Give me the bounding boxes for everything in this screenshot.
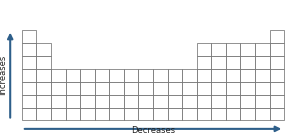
Bar [22, 30, 36, 43]
Bar [241, 43, 255, 56]
Bar [95, 95, 109, 107]
Bar [211, 56, 226, 69]
Bar [109, 107, 124, 120]
Bar [241, 69, 255, 82]
Bar [270, 82, 284, 95]
Bar [226, 69, 241, 82]
Bar [36, 107, 51, 120]
Bar [138, 95, 153, 107]
Bar [65, 95, 80, 107]
Bar [255, 82, 270, 95]
Bar [36, 95, 51, 107]
Bar [65, 69, 80, 82]
Bar [168, 107, 182, 120]
Bar [22, 56, 36, 69]
Bar [211, 43, 226, 56]
Bar [65, 107, 80, 120]
Bar [36, 82, 51, 95]
Bar [226, 82, 241, 95]
Bar [270, 107, 284, 120]
Bar [124, 82, 138, 95]
Bar [109, 95, 124, 107]
Bar [197, 82, 211, 95]
Bar [255, 43, 270, 56]
Bar [182, 95, 197, 107]
Bar [197, 95, 211, 107]
Bar [138, 82, 153, 95]
Bar [80, 69, 95, 82]
Bar [80, 95, 95, 107]
Bar [95, 82, 109, 95]
Bar [197, 43, 211, 56]
Bar [124, 69, 138, 82]
Bar [36, 69, 51, 82]
Bar [197, 69, 211, 82]
Bar [22, 107, 36, 120]
Bar [109, 82, 124, 95]
Bar [226, 43, 241, 56]
Bar [197, 56, 211, 69]
Bar [270, 69, 284, 82]
Text: Increases: Increases [0, 55, 7, 95]
Bar [241, 107, 255, 120]
Bar [211, 107, 226, 120]
Bar [270, 56, 284, 69]
Bar [95, 107, 109, 120]
Bar [124, 107, 138, 120]
Bar [168, 82, 182, 95]
Bar [109, 69, 124, 82]
Bar [138, 69, 153, 82]
Bar [211, 95, 226, 107]
Bar [182, 107, 197, 120]
Bar [51, 69, 65, 82]
Bar [255, 107, 270, 120]
Bar [153, 69, 168, 82]
Bar [51, 82, 65, 95]
Bar [197, 107, 211, 120]
Bar [270, 30, 284, 43]
Bar [182, 82, 197, 95]
Bar [65, 82, 80, 95]
Bar [22, 69, 36, 82]
Bar [51, 95, 65, 107]
Bar [22, 43, 36, 56]
Bar [138, 107, 153, 120]
Bar [241, 82, 255, 95]
Bar [124, 95, 138, 107]
Bar [80, 107, 95, 120]
Bar [255, 69, 270, 82]
Bar [36, 43, 51, 56]
Bar [153, 82, 168, 95]
Bar [226, 107, 241, 120]
Bar [255, 95, 270, 107]
Bar [153, 107, 168, 120]
Bar [36, 56, 51, 69]
Bar [80, 82, 95, 95]
Bar [241, 95, 255, 107]
Bar [255, 56, 270, 69]
Bar [22, 95, 36, 107]
Text: Decreases: Decreases [131, 126, 175, 135]
Bar [51, 107, 65, 120]
Bar [241, 56, 255, 69]
Bar [168, 95, 182, 107]
Bar [226, 56, 241, 69]
Bar [153, 95, 168, 107]
Bar [211, 69, 226, 82]
Bar [270, 95, 284, 107]
Bar [168, 69, 182, 82]
Bar [22, 82, 36, 95]
Bar [182, 69, 197, 82]
Bar [211, 82, 226, 95]
Bar [95, 69, 109, 82]
Bar [270, 43, 284, 56]
Bar [226, 95, 241, 107]
